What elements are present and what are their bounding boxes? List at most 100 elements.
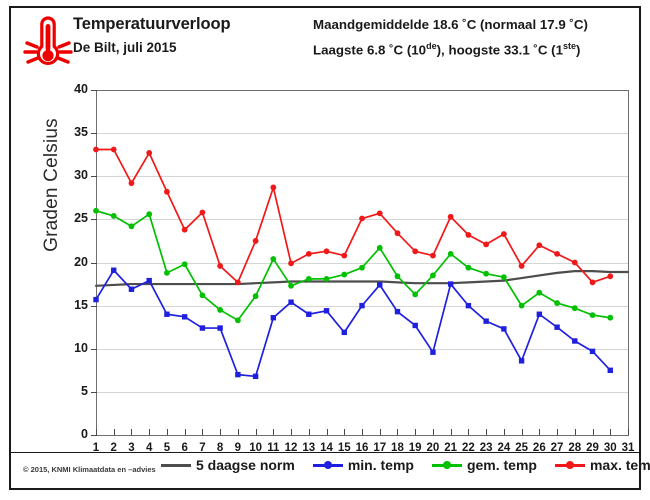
- data-point: [412, 291, 419, 298]
- legend-item[interactable]: max. temp: [554, 457, 650, 473]
- y-tick-mark: [91, 435, 97, 436]
- page-title: Temperatuurverloop: [73, 15, 231, 33]
- y-tick-label: 30: [74, 168, 88, 183]
- axis-top: [96, 90, 629, 91]
- axis-bottom: [96, 435, 629, 436]
- legend-item[interactable]: gem. temp: [431, 457, 537, 473]
- page-subtitle: De Bilt, juli 2015: [73, 40, 177, 55]
- y-tick-mark: [91, 391, 97, 393]
- x-tick-label: 30: [603, 442, 617, 454]
- data-point: [288, 299, 294, 305]
- title-block: Temperatuurverloop De Bilt, juli 2015: [73, 15, 231, 55]
- x-tick-label: 26: [532, 442, 546, 454]
- x-tick-mark: [113, 429, 115, 435]
- data-point: [377, 282, 383, 288]
- y-tick-mark: [91, 262, 97, 264]
- legend-swatch-icon: [554, 459, 585, 471]
- x-tick-label: 29: [586, 442, 599, 454]
- x-tick-label: 18: [391, 442, 404, 454]
- gridline: [96, 348, 628, 350]
- data-point: [288, 282, 294, 289]
- data-point: [128, 223, 135, 230]
- x-tick-label: 16: [355, 442, 369, 454]
- stat-extremes-ordinal-lowest: de: [426, 41, 437, 51]
- data-point: [234, 317, 241, 324]
- x-tick-label: 22: [461, 442, 475, 454]
- x-tick-mark: [574, 429, 576, 435]
- series-gem-temp: [93, 207, 614, 324]
- x-tick-label: 24: [497, 442, 511, 454]
- x-tick-mark: [362, 429, 363, 435]
- legend-swatch-icon: [312, 459, 343, 471]
- data-point: [483, 318, 489, 324]
- stat-extremes-part-a: Laagste 6.8 ˚C (10: [313, 42, 427, 58]
- data-point: [359, 264, 365, 271]
- data-point: [288, 260, 294, 267]
- y-tick-mark: [91, 90, 97, 91]
- data-point: [235, 371, 241, 378]
- data-point: [589, 279, 596, 286]
- legend-item[interactable]: min. temp: [312, 457, 414, 473]
- data-point: [589, 348, 596, 355]
- data-point: [252, 293, 259, 300]
- data-point: [465, 302, 472, 309]
- data-point: [430, 252, 436, 259]
- data-point: [323, 275, 330, 282]
- x-tick-label: 7: [199, 442, 206, 454]
- data-point: [252, 238, 259, 244]
- series-line: [95, 269, 612, 378]
- x-tick-label: 27: [550, 442, 564, 454]
- x-tick-mark: [255, 429, 257, 435]
- x-tick-mark: [149, 429, 151, 435]
- data-point: [447, 281, 454, 287]
- series-line: [95, 148, 612, 284]
- data-point: [483, 241, 490, 248]
- legend-swatch-icon: [161, 459, 191, 471]
- x-tick-label: 21: [444, 442, 458, 454]
- data-point: [93, 146, 99, 153]
- data-point: [164, 188, 170, 195]
- x-tick-mark: [592, 429, 594, 435]
- x-tick-label: 11: [267, 442, 280, 454]
- x-tick-label: 1: [92, 442, 100, 454]
- data-point: [501, 326, 507, 332]
- data-point: [217, 307, 224, 313]
- y-tick-label: 40: [74, 82, 88, 96]
- x-tick-label: 8: [216, 442, 224, 454]
- x-tick-mark: [610, 429, 612, 435]
- data-point: [270, 256, 277, 262]
- data-point: [394, 308, 401, 315]
- x-tick-mark: [557, 429, 559, 435]
- data-point: [305, 275, 312, 282]
- data-point: [341, 252, 348, 259]
- y-tick-label: 0: [81, 427, 88, 441]
- stat-extremes-ordinal-highest: ste: [562, 41, 577, 51]
- legend-item-label: gem. temp: [466, 457, 537, 473]
- x-tick-mark: [628, 429, 629, 435]
- data-point: [571, 259, 578, 266]
- data-point: [341, 329, 347, 336]
- x-tick-mark: [131, 429, 133, 435]
- x-tick-label: 14: [320, 442, 333, 454]
- data-point: [572, 338, 578, 344]
- legend-items: 5 daagse norm min. temp gem. temp max. temp: [161, 457, 650, 473]
- data-point: [412, 322, 418, 329]
- x-tick-mark: [237, 429, 239, 435]
- y-tick-mark: [91, 133, 97, 135]
- y-tick-label: 25: [74, 211, 88, 226]
- data-point: [323, 248, 330, 255]
- legend-item[interactable]: 5 daagse norm: [161, 457, 295, 473]
- x-tick-mark: [432, 429, 434, 435]
- data-point: [164, 311, 170, 317]
- series-line: [94, 270, 630, 287]
- data-point: [359, 215, 365, 222]
- x-tick-mark: [273, 429, 275, 435]
- data-point: [518, 263, 525, 269]
- x-tick-label: 19: [408, 442, 422, 454]
- gridline: [96, 262, 628, 264]
- gridline: [96, 176, 628, 178]
- y-tick-mark: [91, 348, 97, 350]
- y-tick-label: 35: [74, 125, 88, 140]
- x-tick-mark: [166, 429, 168, 435]
